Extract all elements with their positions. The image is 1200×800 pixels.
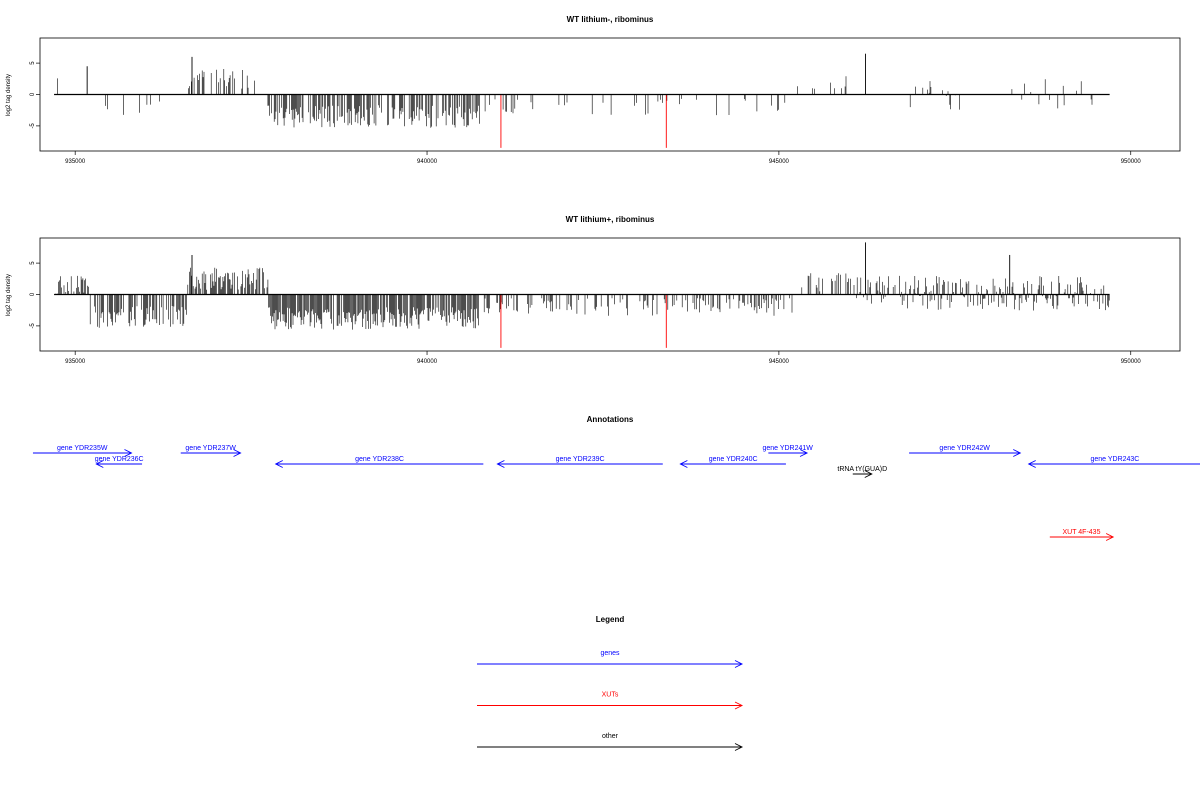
x-tick-label: 950000 <box>1121 359 1142 365</box>
legend-arrow-head <box>734 701 744 710</box>
x-tick-label: 935000 <box>65 359 86 365</box>
annotation-feature: gene YDR240C <box>679 456 786 468</box>
x-tick-label: 950000 <box>1121 159 1142 165</box>
x-axis: 935000 940000 945000 950000 <box>65 151 1141 165</box>
x-tick-label: 940000 <box>417 359 438 365</box>
annotation-feature: gene YDR243C <box>1027 456 1200 468</box>
density-bars <box>57 53 1093 128</box>
x-tick-label: 945000 <box>769 359 790 365</box>
feature-arrow-head <box>496 460 505 468</box>
annotation-features: gene YDR235W gene YDR236C gene YDR237W gene… <box>32 445 1200 541</box>
track-panel-lithium-minus: WT lithium-, ribominus log2 tag density … <box>6 15 1181 165</box>
feature-arrow-head <box>864 470 873 478</box>
y-tick-label: 5 <box>30 61 36 65</box>
y-tick-label: 0 <box>30 292 36 296</box>
red-marks <box>500 94 667 148</box>
feature-arrow-head <box>124 449 133 457</box>
annotation-feature: tRNA tY(GUA)D <box>837 466 887 478</box>
feature-label: gene YDR237W <box>185 445 236 452</box>
legend-arrow-head <box>734 660 744 668</box>
legend-title: Legend <box>596 615 625 624</box>
feature-label: gene YDR236C <box>95 456 144 463</box>
annotation-feature: gene YDR242W <box>909 445 1022 457</box>
x-tick-label: 945000 <box>769 159 790 165</box>
y-tick-label: 0 <box>30 92 36 96</box>
legend-arrow-head <box>734 743 744 751</box>
feature-label: gene YDR243C <box>1090 456 1139 463</box>
y-axis: -5 0 5 <box>30 261 40 329</box>
x-tick-label: 940000 <box>417 159 438 165</box>
legend-label: genes <box>600 650 620 657</box>
legend-label: XUTs <box>602 692 619 699</box>
density-bars <box>55 242 1110 330</box>
feature-arrow-head <box>1027 460 1036 468</box>
feature-label: gene YDR240C <box>709 456 758 463</box>
track-panel-lithium-plus: WT lithium+, ribominus log2 tag density … <box>6 215 1181 365</box>
legend-label: other <box>602 733 619 740</box>
y-tick-label: 5 <box>30 261 36 265</box>
track-title: WT lithium+, ribominus <box>566 215 655 224</box>
legend-items: genes XUTs other <box>477 650 744 751</box>
feature-label: gene YDR241W <box>762 445 813 452</box>
y-axis: -5 0 5 <box>30 61 40 129</box>
feature-arrow-head <box>95 460 104 468</box>
annotation-feature: gene YDR239C <box>496 456 663 468</box>
track-title: WT lithium-, ribominus <box>567 15 654 24</box>
legend-item: other <box>477 733 744 751</box>
feature-label: gene YDR238C <box>355 456 404 463</box>
feature-arrow-head <box>1013 449 1022 457</box>
feature-label: tRNA tY(GUA)D <box>837 466 887 473</box>
y-tick-label: -5 <box>30 323 36 329</box>
feature-label: gene YDR235W <box>57 445 108 452</box>
feature-label: XUT 4F-435 <box>1062 529 1100 536</box>
feature-arrow-head <box>799 449 809 457</box>
x-axis: 935000 940000 945000 950000 <box>65 351 1141 365</box>
feature-arrow-head <box>274 460 283 468</box>
legend-item: XUTs <box>477 692 744 710</box>
annotation-feature: gene YDR237W <box>180 445 242 457</box>
annotation-feature: gene YDR238C <box>274 456 484 468</box>
feature-label: gene YDR242W <box>939 445 990 452</box>
feature-arrow-head <box>679 460 688 468</box>
legend-item: genes <box>477 650 744 668</box>
red-marks <box>500 294 667 348</box>
legend: Legend genes XUTs other <box>477 615 744 751</box>
annotations-title: Annotations <box>587 415 634 424</box>
annotation-feature: gene YDR235W <box>32 445 133 457</box>
y-tick-label: -5 <box>30 123 36 129</box>
x-tick-label: 935000 <box>65 159 86 165</box>
annotation-feature: gene YDR236C <box>95 456 144 468</box>
annotation-feature: XUT 4F-435 <box>1049 529 1115 541</box>
feature-label: gene YDR239C <box>556 456 605 463</box>
y-axis-label: log2 tag density <box>6 74 12 116</box>
feature-arrow-head <box>233 449 242 457</box>
y-axis-label: log2 tag density <box>6 274 12 316</box>
annotation-feature: gene YDR241W <box>762 445 813 457</box>
feature-arrow-head <box>1105 533 1115 541</box>
